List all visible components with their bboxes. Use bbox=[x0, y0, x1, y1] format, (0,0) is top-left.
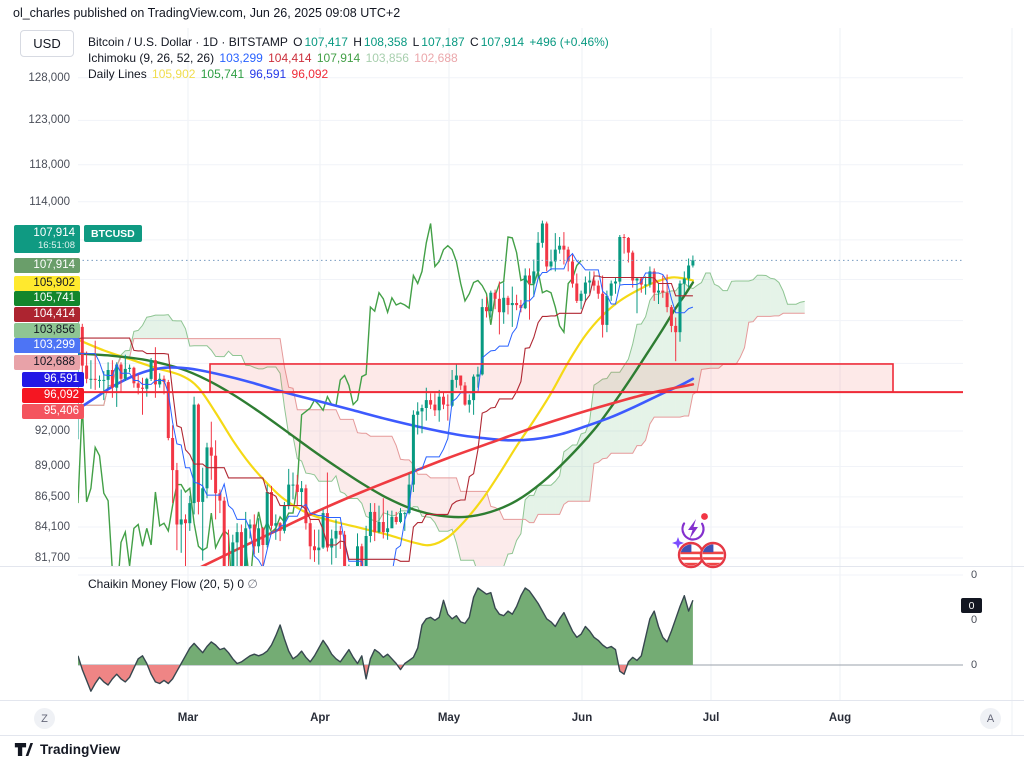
legend-segment: Daily Lines bbox=[88, 67, 147, 81]
cmf-area bbox=[135, 655, 148, 665]
price-label-badge: 103,856 bbox=[14, 322, 80, 338]
legend-segment: 104,414 bbox=[264, 51, 312, 65]
legend-segment: 107,914 bbox=[313, 51, 361, 65]
cmf-value-badge: 0 bbox=[961, 598, 982, 613]
legend-segment: Bitcoin / U.S. Dollar · 1D · BITSTAMP bbox=[88, 35, 288, 49]
time-axis-month-label: Aug bbox=[828, 712, 852, 724]
legend-segment: Ichimoku (9, 26, 52, 26) bbox=[88, 51, 215, 65]
price-tick-label: 92,000 bbox=[34, 425, 70, 437]
cmf-legend-segment: 0 bbox=[234, 577, 245, 591]
legend-segment: 107,417 bbox=[304, 35, 348, 49]
legend-segment: 107,914 bbox=[480, 35, 525, 49]
time-axis-month-label: Mar bbox=[177, 712, 199, 724]
yellow-ma-line bbox=[78, 276, 694, 547]
price-label-badge: 102,688 bbox=[14, 354, 80, 370]
cmf-scale-label: 0 bbox=[970, 614, 978, 626]
cmf-indicator-legend: Chaikin Money Flow (20, 5) 0 ∅ bbox=[88, 577, 258, 591]
legend-segment: 103,856 bbox=[362, 51, 409, 65]
tradingview-logo-icon bbox=[14, 743, 33, 756]
currency-toggle-button[interactable]: USD bbox=[20, 30, 74, 57]
cmf-pane bbox=[78, 574, 963, 692]
cmf-scale-label: 0 bbox=[970, 569, 978, 581]
price-tick-label: 89,000 bbox=[34, 460, 70, 473]
legend-segment: H bbox=[349, 35, 362, 49]
ai-refresh-sticker[interactable] bbox=[672, 513, 708, 549]
legend-segment: L bbox=[409, 35, 420, 49]
legend-daily-lines-row: Daily Lines 105,902 105,741 96,591 96,09… bbox=[88, 66, 611, 82]
price-label-badge: 105,902 bbox=[14, 275, 80, 291]
price-label-badge: 96,092 bbox=[22, 387, 84, 403]
legend-segment: 108,358 bbox=[363, 35, 408, 49]
tradingview-logo[interactable]: TradingView bbox=[14, 741, 120, 758]
tradingview-wordmark: TradingView bbox=[40, 742, 121, 757]
last-price-badge: 107,914 16:51:08 bbox=[14, 225, 80, 253]
supply-zone-band[interactable] bbox=[210, 363, 893, 393]
price-tick-label: 84,100 bbox=[34, 521, 70, 534]
legend-segment: 102,688 bbox=[410, 51, 458, 65]
time-axis-month-label: Apr bbox=[310, 712, 330, 724]
legend-segment: C bbox=[466, 35, 479, 49]
attribution: ol_charles published on TradingView.com,… bbox=[13, 6, 401, 20]
cmf-legend-segment: ∅ bbox=[244, 577, 258, 591]
legend-segment: 103,299 bbox=[216, 51, 263, 65]
price-tick-label: 128,000 bbox=[28, 71, 70, 84]
tenkan-sen-line bbox=[78, 252, 694, 566]
price-tick-label: 81,700 bbox=[34, 552, 70, 564]
price-label-badge: 96,591 bbox=[22, 371, 84, 387]
cmf-legend-segment: Chaikin Money Flow (20, 5) bbox=[88, 577, 235, 591]
time-axis-month-label: Jul bbox=[702, 712, 720, 724]
timezone-button[interactable]: Z bbox=[34, 708, 55, 729]
legend-segment: 105,741 bbox=[197, 67, 245, 81]
symbol-tag: BTCUSD bbox=[84, 225, 142, 242]
price-tick-label: 123,000 bbox=[28, 114, 70, 127]
legend-segment: 96,591 bbox=[246, 67, 287, 81]
cmf-area bbox=[618, 665, 628, 675]
legend-segment: 105,902 bbox=[148, 67, 196, 81]
price-label-badge: 104,414 bbox=[14, 306, 80, 322]
price-label-badge: 95,406 bbox=[22, 403, 84, 419]
cmf-line bbox=[78, 587, 694, 692]
blue-ma-line bbox=[78, 366, 695, 442]
legend-segment: 107,187 bbox=[421, 35, 465, 49]
time-axis-month-label: Jun bbox=[571, 712, 593, 724]
chikou-span-line bbox=[78, 223, 582, 566]
cmf-area bbox=[403, 588, 619, 665]
price-tick-label: 86,500 bbox=[34, 490, 70, 503]
legend-segment: 96,092 bbox=[288, 67, 329, 81]
price-label-badge: 103,299 bbox=[14, 337, 80, 353]
price-tick-label: 114,000 bbox=[29, 195, 70, 208]
auto-scale-button[interactable]: A bbox=[980, 708, 1001, 729]
legend-segment: +496 (+0.46%) bbox=[526, 35, 609, 49]
price-label-badge: 107,914 bbox=[14, 257, 80, 273]
price-tick-label: 118,000 bbox=[29, 158, 70, 171]
legend-ichimoku-row: Ichimoku (9, 26, 52, 26) 103,299 104,414… bbox=[88, 50, 611, 66]
usd-coins-sticker[interactable] bbox=[677, 541, 727, 569]
time-axis-month-label: May bbox=[437, 712, 461, 724]
candlestick-series bbox=[78, 220, 695, 566]
kijun-sen-line bbox=[78, 275, 693, 562]
main-pane bbox=[78, 220, 894, 566]
cmf-scale-label: 0 bbox=[970, 659, 978, 671]
legend-segment: O bbox=[289, 35, 303, 49]
price-label-badge: 105,741 bbox=[14, 290, 80, 306]
